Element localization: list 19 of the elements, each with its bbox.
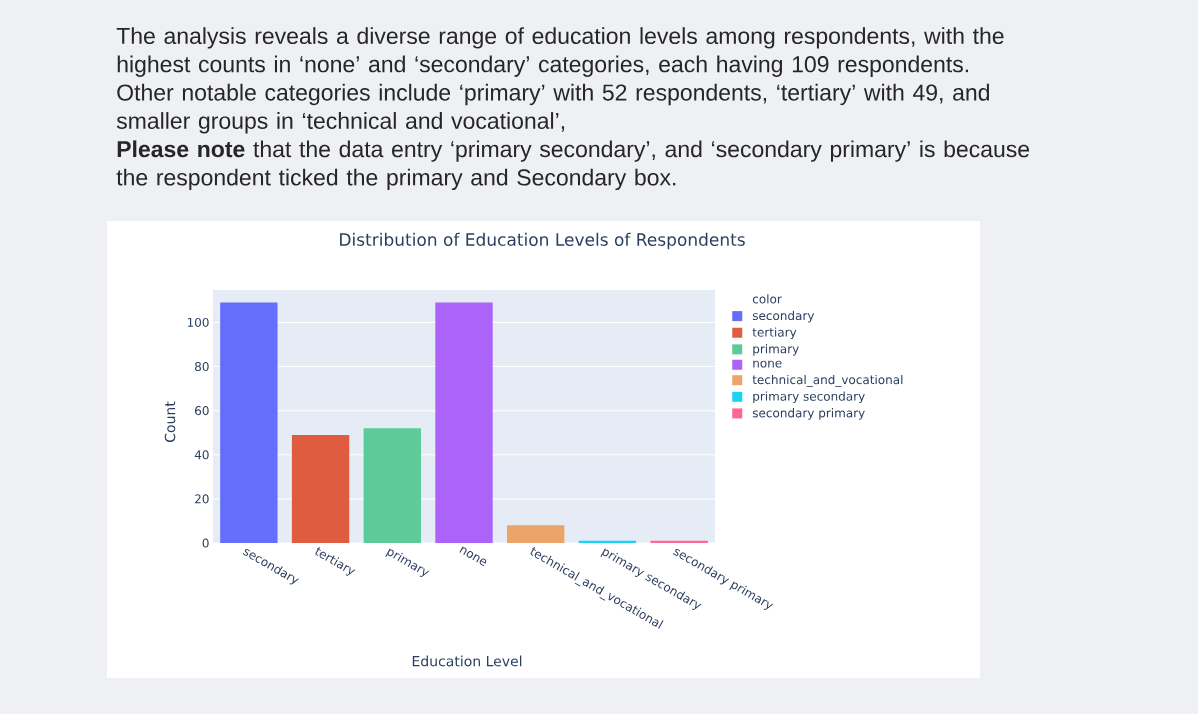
legend-label: tertiary	[752, 327, 797, 340]
y-tick-label: 60	[195, 406, 209, 416]
text: Please note that the data entry ‘primary secondary’, and ‘secondary primary’ is because the respondent ticked the primary and Secondary box.	[116, 140, 1030, 191]
x-tick-label: none	[459, 546, 487, 566]
legend-label: primary	[753, 344, 799, 356]
legend-label: technical_and_vocational	[752, 374, 903, 387]
legend-label: none	[753, 360, 782, 368]
legend-label: primary secondary	[753, 391, 865, 404]
chart-title: Distribution of Education Levels of Respondents	[340, 232, 745, 250]
y-axis-title: Count	[164, 401, 176, 442]
legend-title: color	[752, 294, 782, 304]
legend-label: secondary	[752, 310, 815, 323]
y-tick-label: 80	[195, 361, 209, 372]
y-tick-label: 0	[202, 538, 209, 548]
y-tick-label: 20	[195, 494, 209, 504]
legend-label: secondary primary	[752, 408, 865, 420]
x-axis-title: Education Level	[412, 655, 522, 667]
y-tick-label: 100	[187, 317, 209, 327]
y-tick-label: 40	[194, 450, 209, 460]
